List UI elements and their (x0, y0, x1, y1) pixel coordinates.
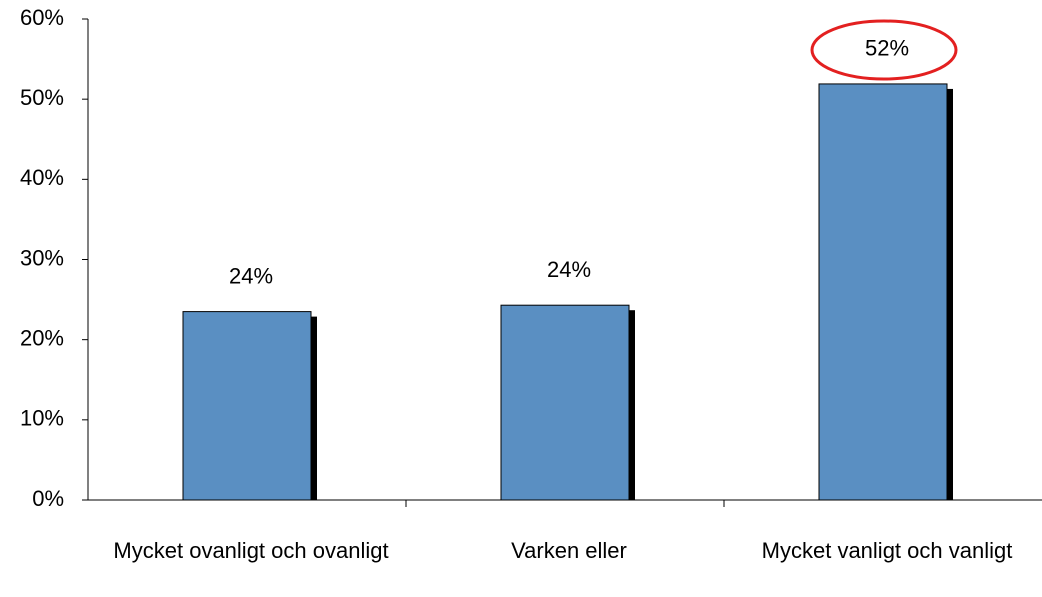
y-tick-label: 30% (20, 245, 64, 270)
y-tick-label: 20% (20, 325, 64, 350)
x-tick-label: Mycket vanligt och vanligt (761, 538, 1013, 563)
bar (818, 83, 948, 501)
y-tick-label: 50% (20, 85, 64, 110)
y-tick-label: 10% (20, 406, 64, 431)
y-tick-label: 0% (32, 486, 64, 511)
x-tick-label: Varken eller (511, 538, 627, 563)
bar (500, 304, 630, 501)
value-label: 24% (229, 263, 273, 288)
y-tick-label: 60% (20, 5, 64, 30)
value-label: 52% (865, 36, 909, 61)
y-tick-label: 40% (20, 165, 64, 190)
bar (182, 311, 312, 501)
highlight-ellipse (810, 19, 958, 81)
x-tick-label: Mycket ovanligt och ovanligt (113, 538, 389, 563)
value-label: 24% (547, 257, 591, 282)
